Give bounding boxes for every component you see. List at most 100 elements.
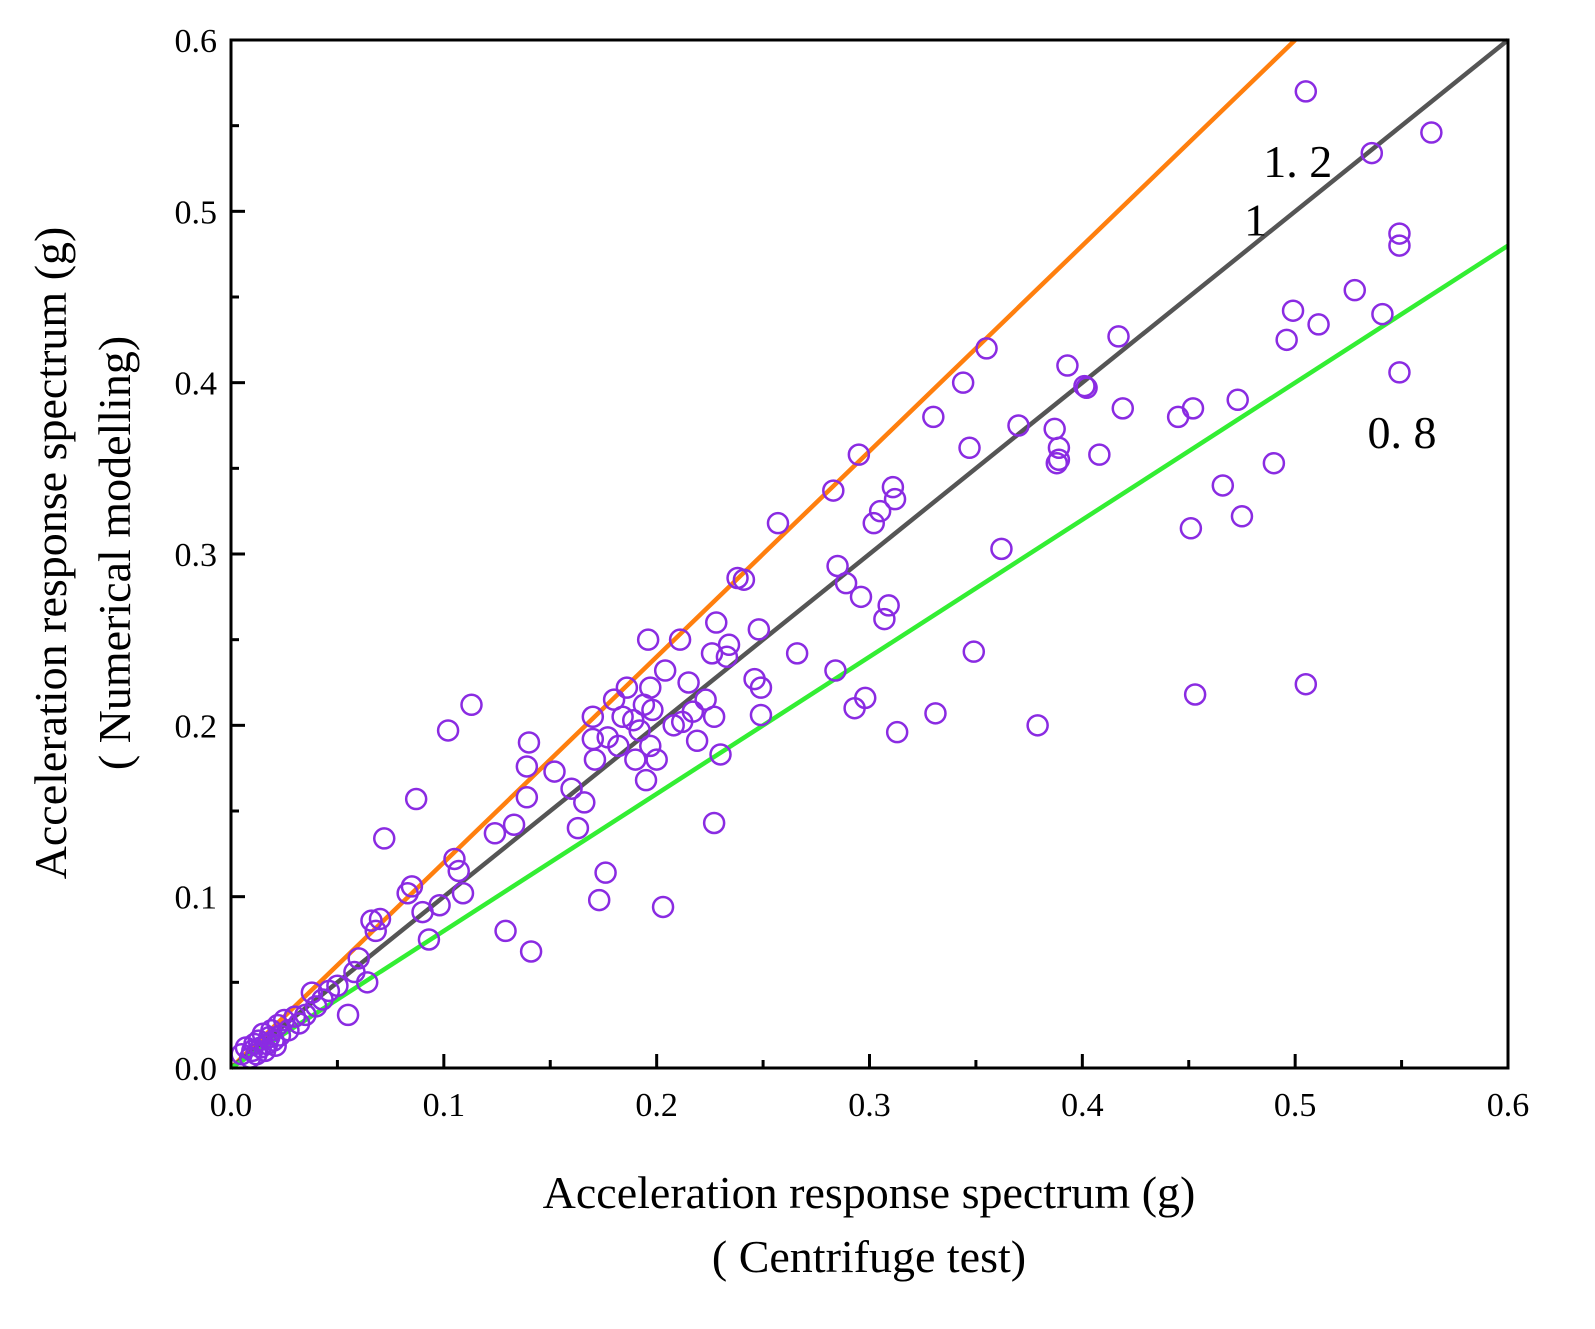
data-point — [607, 734, 630, 758]
data-point — [785, 642, 809, 665]
data-point — [494, 919, 517, 943]
data-point — [1026, 714, 1049, 737]
data-point — [355, 971, 379, 994]
data-point — [515, 786, 539, 809]
data-point — [1360, 141, 1384, 165]
data-point — [639, 734, 662, 758]
data-point — [1420, 121, 1443, 144]
data-point — [1088, 443, 1111, 466]
data-point — [1166, 405, 1190, 429]
data-point — [853, 686, 877, 710]
data-point — [326, 974, 349, 998]
reference-lines — [229, 38, 1510, 1070]
data-point — [1045, 451, 1069, 475]
data-point — [436, 719, 460, 742]
data-point — [583, 748, 607, 771]
data-point — [372, 827, 396, 850]
data-point — [1181, 397, 1205, 420]
x-axis-ticks: 0.0 0.1 0.2 0.3 0.4 0.5 0.6 — [210, 1054, 1529, 1124]
data-point — [447, 859, 470, 883]
data-point — [877, 594, 900, 617]
y-axis-title: Acceleration response spectrum (g) — [25, 227, 76, 880]
data-point — [990, 537, 1013, 561]
data-point — [443, 847, 466, 871]
reference-line-label-2: 0. 8 — [1368, 407, 1437, 458]
data-point — [1007, 414, 1030, 437]
data-point — [681, 700, 705, 723]
data-point — [1047, 448, 1071, 472]
data-point — [1226, 388, 1249, 412]
x-tick-label: 0.0 — [210, 1087, 253, 1124]
y-tick-label: 0.2 — [175, 708, 218, 745]
data-point — [417, 928, 441, 951]
data-point — [922, 405, 945, 429]
x-tick-label: 0.4 — [1061, 1087, 1104, 1124]
data-point — [883, 487, 907, 511]
x-tick-label: 0.2 — [635, 1087, 678, 1124]
data-point — [1281, 299, 1305, 322]
data-point — [1262, 451, 1286, 475]
data-point — [958, 436, 981, 460]
reference-line-label-0: 1. 2 — [1263, 136, 1332, 187]
data-point — [1343, 278, 1367, 302]
data-point — [404, 787, 428, 811]
data-point — [717, 633, 741, 657]
data-point — [1043, 417, 1066, 441]
data-markers — [230, 80, 1443, 1069]
data-point — [594, 861, 617, 884]
data-point — [1107, 325, 1130, 348]
data-point — [1179, 517, 1203, 540]
data-point — [747, 618, 771, 641]
data-point — [1183, 683, 1207, 706]
data-point — [1371, 302, 1394, 326]
data-point — [611, 705, 634, 729]
data-point — [364, 919, 387, 943]
data-point — [1388, 222, 1411, 245]
x-axis-title: Acceleration response spectrum (g) — [543, 1167, 1196, 1218]
data-point — [615, 676, 639, 699]
data-point — [624, 748, 647, 771]
data-point — [1056, 354, 1079, 377]
data-point — [1047, 436, 1071, 460]
data-point — [581, 705, 605, 729]
y-axis-subtitle: ( Numerical modelling) — [89, 336, 140, 770]
data-point — [368, 907, 392, 931]
y-tick-label: 0.0 — [175, 1051, 218, 1088]
data-point — [677, 671, 700, 694]
y-tick-label: 0.1 — [175, 880, 218, 917]
data-point — [885, 720, 909, 744]
data-point — [502, 813, 526, 836]
x-tick-label: 0.1 — [423, 1087, 466, 1124]
data-point — [847, 443, 871, 466]
data-point — [715, 645, 739, 669]
reference-line-1 — [229, 38, 1510, 1070]
data-point — [1294, 672, 1318, 696]
x-tick-label: 0.5 — [1274, 1087, 1317, 1124]
data-point — [400, 875, 424, 898]
data-point — [645, 748, 668, 771]
data-point — [566, 816, 590, 840]
x-axis-subtitle: ( Centrifuge test) — [712, 1231, 1026, 1282]
data-point — [975, 337, 998, 360]
data-point — [868, 499, 892, 523]
data-point — [641, 698, 664, 722]
data-point — [749, 676, 773, 699]
y-tick-label: 0.4 — [175, 366, 218, 403]
data-point — [639, 676, 662, 699]
data-point — [428, 893, 451, 917]
data-point — [1388, 234, 1411, 257]
data-point — [709, 743, 732, 766]
data-point — [766, 511, 790, 535]
data-point — [653, 659, 677, 682]
reference-line-label-1: 1 — [1244, 194, 1267, 245]
x-tick-label: 0.3 — [848, 1087, 891, 1124]
data-point — [1388, 361, 1411, 384]
data-point — [702, 705, 726, 729]
data-point — [560, 777, 583, 800]
data-point — [573, 791, 596, 814]
data-point — [873, 607, 896, 631]
data-point — [272, 1008, 296, 1032]
data-point — [1275, 328, 1298, 352]
data-point — [822, 479, 845, 502]
